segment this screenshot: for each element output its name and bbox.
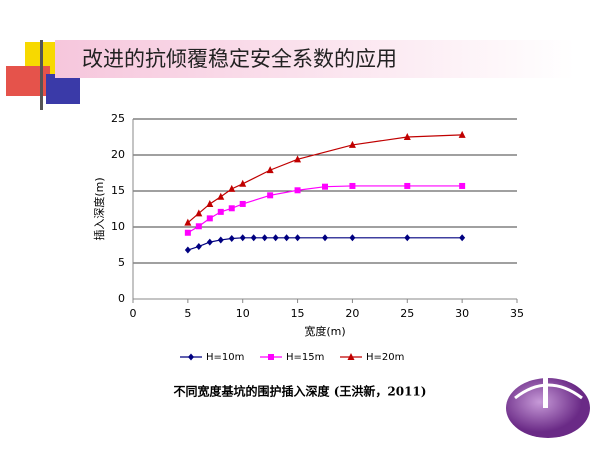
- marker: [347, 353, 355, 360]
- marker: [206, 199, 214, 207]
- y-axis-label: 插入深度(m): [92, 177, 106, 240]
- title-bar: [55, 40, 575, 78]
- marker: [268, 354, 274, 360]
- x-tick-label: 10: [236, 307, 250, 320]
- marker: [195, 242, 202, 250]
- marker: [459, 182, 466, 189]
- marker: [349, 234, 356, 242]
- marker: [283, 234, 290, 242]
- x-tick-label: 15: [291, 307, 305, 320]
- x-tick-label: 5: [184, 307, 191, 320]
- y-tick-label: 0: [118, 292, 125, 305]
- slide-title: 改进的抗倾覆稳定安全系数的应用: [82, 47, 397, 71]
- y-tick-label: 5: [118, 256, 125, 269]
- marker: [206, 215, 213, 222]
- y-tick-label: 20: [111, 148, 125, 161]
- x-tick-label: 35: [510, 307, 524, 320]
- marker: [403, 133, 411, 140]
- x-tick-label: 0: [130, 307, 137, 320]
- x-tick-label: 20: [345, 307, 359, 320]
- marker: [239, 179, 247, 187]
- marker: [322, 234, 328, 242]
- logo: [543, 368, 548, 408]
- marker: [184, 229, 191, 236]
- deco: [6, 66, 50, 96]
- marker: [348, 140, 356, 148]
- marker: [459, 234, 466, 242]
- marker: [239, 234, 246, 242]
- marker: [217, 208, 224, 215]
- y-tick-label: 10: [111, 220, 125, 233]
- caption: 不同宽度基坑的围护插入深度 (王洪新，2011): [174, 384, 427, 399]
- legend-label: H=10m: [206, 352, 244, 363]
- marker: [458, 130, 466, 138]
- x-tick-label: 30: [455, 307, 469, 320]
- marker: [228, 205, 235, 212]
- legend-label: H=15m: [286, 352, 324, 363]
- marker: [239, 200, 246, 207]
- marker: [294, 234, 301, 242]
- marker: [404, 234, 411, 242]
- deco: [46, 74, 80, 104]
- marker: [228, 235, 235, 243]
- marker: [217, 192, 225, 200]
- deco: [40, 40, 43, 110]
- x-tick-label: 25: [400, 307, 414, 320]
- y-tick-label: 25: [111, 112, 125, 125]
- chart: 0 5 10 15 20 25 0 5 10 15 20 25 30 35 宽度(m) 插入深度(m) H=10…: [92, 112, 524, 363]
- marker: [188, 353, 194, 361]
- marker: [206, 238, 213, 246]
- y-tick-label: 15: [111, 184, 125, 197]
- marker: [294, 155, 302, 163]
- marker: [195, 223, 202, 230]
- marker: [184, 218, 192, 226]
- marker: [184, 246, 191, 254]
- marker: [195, 209, 203, 217]
- marker: [294, 187, 301, 194]
- marker: [404, 182, 411, 189]
- logo: [514, 383, 583, 400]
- marker: [250, 234, 257, 242]
- marker: [217, 236, 224, 244]
- marker: [272, 234, 279, 242]
- marker: [228, 184, 236, 192]
- marker: [322, 183, 328, 190]
- marker: [267, 192, 274, 199]
- legend-label: H=20m: [366, 352, 404, 363]
- marker: [261, 234, 268, 242]
- marker: [266, 166, 274, 174]
- x-axis-label: 宽度(m): [304, 324, 345, 338]
- marker: [349, 182, 356, 189]
